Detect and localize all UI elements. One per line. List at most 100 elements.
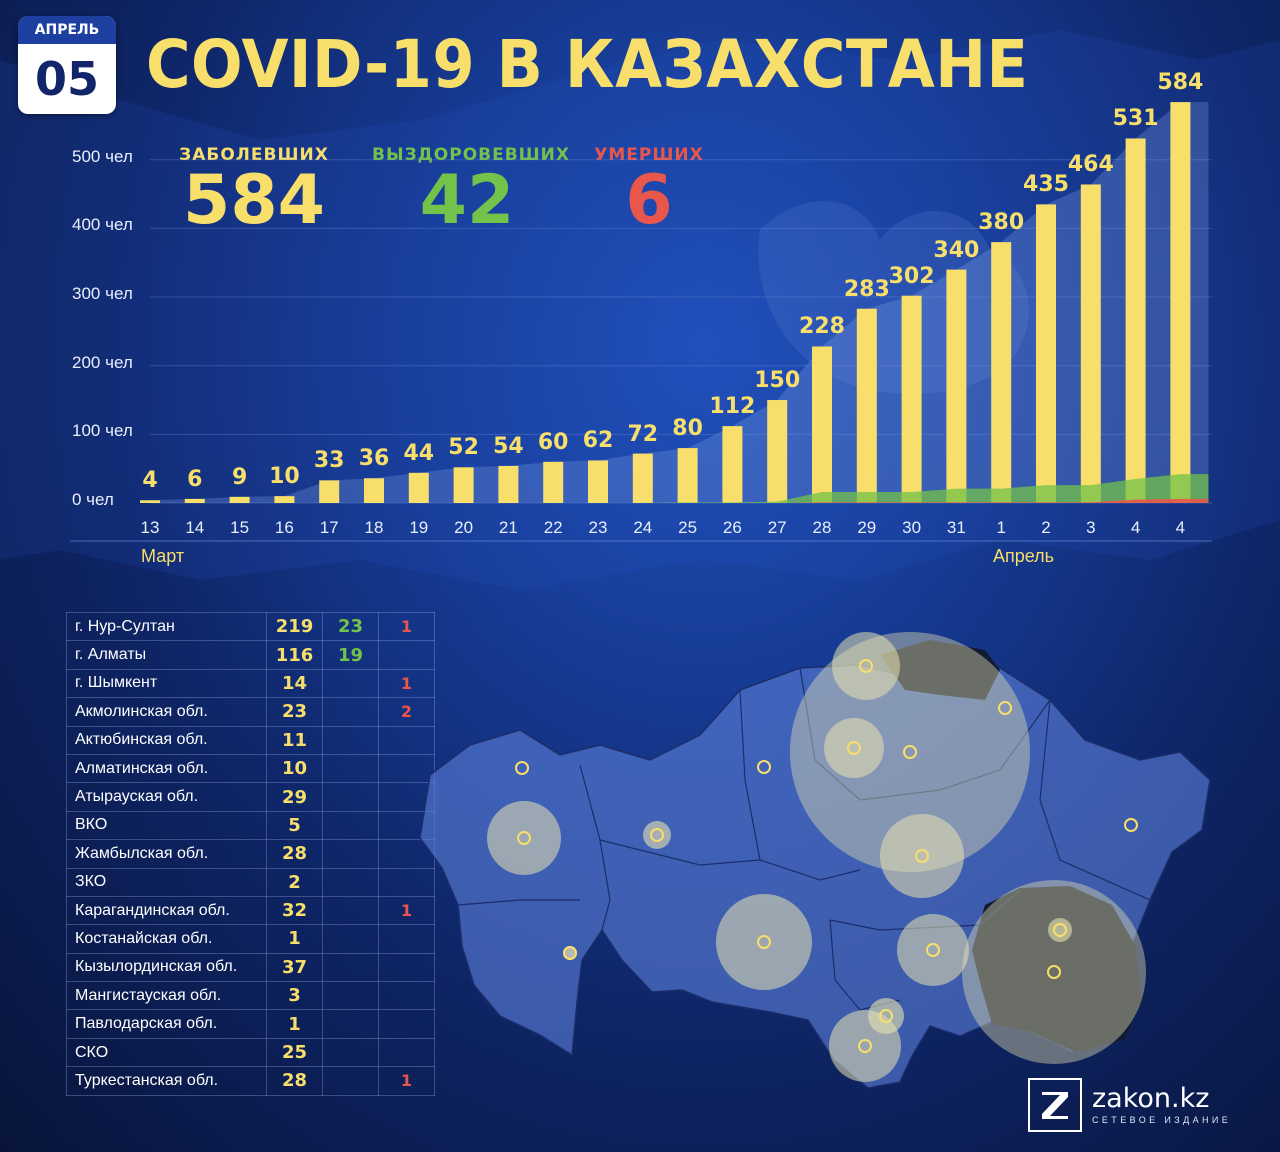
region-name: г. Алматы	[66, 640, 267, 670]
region-center-marker	[1053, 923, 1067, 937]
x-tick-label: 19	[409, 518, 429, 537]
table-row: Атырауская обл. 29	[66, 782, 435, 812]
cases-bar	[901, 295, 922, 503]
region-cases: 32	[266, 895, 323, 926]
cases-bar	[991, 242, 1012, 503]
deaths-area	[150, 498, 1209, 503]
stat-cases-label: ЗАБОЛЕВШИХ	[179, 145, 329, 165]
region-border-line	[1039, 699, 1151, 901]
y-tick-label: 400 чел	[72, 215, 133, 235]
bar-value-label: 33	[313, 448, 345, 474]
stat-deaths: УМЕРШИХ 6	[590, 145, 708, 235]
table-row: Кызылординская обл. 37	[66, 952, 435, 983]
x-tick-label: 24	[633, 518, 653, 537]
region-border-line	[599, 839, 761, 866]
cases-bar	[677, 448, 698, 503]
bar-value-label: 80	[672, 416, 703, 442]
region-deaths	[378, 952, 435, 983]
month-label-april: Апрель	[993, 546, 1055, 566]
region-deaths	[378, 1009, 435, 1039]
cases-bar	[364, 478, 384, 503]
cases-bar-chart	[70, 102, 1212, 542]
region-center-marker	[858, 1039, 872, 1053]
region-center-marker	[757, 760, 771, 774]
region-deaths	[378, 867, 435, 897]
x-tick-label: 1	[996, 518, 1006, 537]
region-center-marker	[563, 946, 577, 960]
cases-bar	[408, 472, 429, 503]
bubble-large	[962, 880, 1146, 1064]
region-name: ВКО	[66, 810, 267, 841]
bar-value-label: 112	[709, 394, 756, 420]
region-recovered	[322, 924, 379, 954]
table-row: г. Нур-Султан 219 23 1	[66, 611, 435, 642]
region-center-marker	[847, 741, 861, 755]
bubble	[880, 814, 964, 898]
region-center-marker	[1047, 965, 1061, 979]
region-center-marker	[757, 935, 771, 949]
region-cases: 29	[266, 782, 323, 812]
x-tick-label: 17	[319, 518, 339, 537]
region-cases: 11	[266, 725, 323, 755]
bubble	[563, 946, 577, 960]
region-recovered: 23	[322, 611, 379, 642]
table-row: Алматинская обл. 10	[66, 753, 435, 784]
cases-bar	[722, 426, 743, 503]
x-tick-label: 25	[678, 518, 698, 537]
bubble	[897, 914, 969, 986]
x-tick-label: 22	[543, 518, 563, 537]
region-center-marker	[517, 831, 531, 845]
x-tick-label: 21	[498, 518, 518, 537]
region-cases: 116	[266, 640, 323, 670]
region-center-marker	[915, 849, 929, 863]
cases-bar	[1125, 138, 1146, 503]
table-row: ВКО 5	[66, 810, 435, 841]
x-tick-label: 26	[722, 518, 742, 537]
z-logo-glyph-path	[1042, 1092, 1068, 1119]
region-name: Акмолинская обл.	[66, 697, 267, 727]
table-row: Туркестанская обл. 28 1	[66, 1066, 435, 1096]
x-tick-label: 13	[140, 518, 160, 537]
table-row: Костанайская обл. 1	[66, 924, 435, 954]
region-cases: 1	[266, 924, 323, 954]
region-table: г. Нур-Султан 219 23 1 г. Алматы 116 19 г. Шымк…	[66, 611, 435, 1096]
stat-cases-value: 584	[183, 161, 325, 240]
x-tick-label: 4	[1175, 518, 1186, 537]
y-tick-label: 0 чел	[72, 490, 114, 509]
logo-text: zakon.kz СЕТЕВОЕ ИЗДАНИЕ	[1092, 1085, 1231, 1125]
cases-bar	[543, 461, 564, 503]
region-name: Жамбылская обл.	[66, 839, 267, 869]
cases-area	[140, 102, 1209, 504]
region-cases: 10	[266, 753, 323, 784]
region-cases: 3	[266, 981, 323, 1011]
bar-value-label: 435	[1023, 172, 1069, 198]
cases-bar	[453, 467, 474, 503]
region-deaths: 1	[378, 895, 435, 926]
region-border-line	[579, 764, 611, 931]
region-recovered	[322, 753, 379, 784]
cases-bar	[184, 498, 205, 503]
zakon-logo[interactable]: zakon.kz СЕТЕВОЕ ИЗДАНИЕ	[1028, 1078, 1231, 1132]
x-tick-label: 29	[857, 518, 877, 537]
region-cases: 1	[266, 1009, 323, 1039]
cases-bar	[856, 308, 877, 503]
recovered-area	[150, 474, 1209, 503]
region-name: Алматинская обл.	[66, 753, 267, 784]
bubble	[868, 998, 904, 1034]
region-center-marker	[998, 701, 1012, 715]
month-label-march: Март	[141, 546, 185, 566]
region-recovered	[322, 839, 379, 869]
bar-value-label: 380	[978, 210, 1025, 236]
cases-bar	[1170, 102, 1191, 504]
region-cases: 28	[266, 1066, 323, 1096]
region-name: Кызылординская обл.	[66, 952, 267, 983]
region-border-line	[457, 899, 580, 906]
region-recovered: 19	[322, 640, 379, 670]
cases-bar	[1080, 184, 1101, 504]
bar-value-label: 62	[582, 428, 614, 454]
region-center-marker	[903, 745, 917, 759]
cases-bar	[767, 400, 788, 503]
logo-subtitle: СЕТЕВОЕ ИЗДАНИЕ	[1092, 1115, 1232, 1125]
region-deaths	[378, 640, 435, 670]
